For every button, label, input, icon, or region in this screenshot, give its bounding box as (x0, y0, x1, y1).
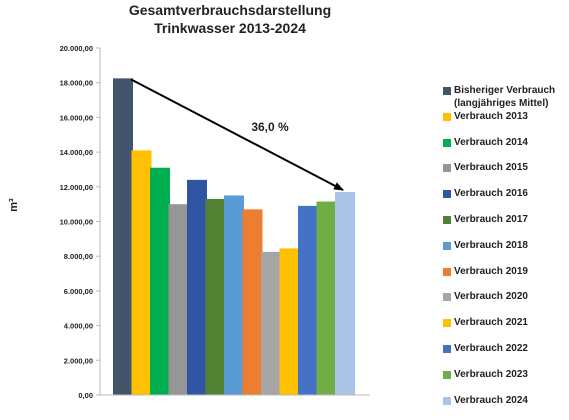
legend-label: Verbrauch 2017 (454, 213, 528, 225)
legend-swatch (443, 215, 451, 224)
bar-verbrauch-2017 (205, 198, 226, 395)
y-tick-label: 4.000,00 (64, 322, 93, 331)
bars-group (113, 78, 355, 396)
legend-item: Verbrauch 2021 (443, 317, 569, 343)
legend-label: Verbrauch 2021 (454, 317, 528, 329)
legend-item: Verbrauch 2024 (443, 395, 569, 420)
bar-verbrauch-2015 (168, 204, 189, 395)
legend-swatch (443, 267, 451, 276)
bar-verbrauch-2013 (131, 150, 152, 395)
legend-swatch (443, 293, 451, 302)
legend-swatch (443, 87, 451, 95)
legend-item: Verbrauch 2019 (443, 266, 569, 292)
legend-label: Verbrauch 2018 (454, 239, 528, 251)
legend-label: Bisheriger Verbrauch (langjähriges Mitte… (454, 85, 556, 109)
bar-verbrauch-2023 (316, 201, 337, 395)
legend-label: Verbrauch 2014 (454, 136, 528, 148)
y-tick-label: 14.000,00 (60, 148, 93, 157)
legend-label: Verbrauch 2020 (454, 291, 528, 303)
legend-item: Verbrauch 2016 (443, 188, 569, 214)
bar-verbrauch-2020 (261, 251, 281, 395)
legend-item: Verbrauch 2017 (443, 214, 569, 240)
y-tick-label: 2.000,00 (64, 356, 93, 365)
percent-annotation: 36,0 % (251, 120, 289, 134)
legend-label: Verbrauch 2019 (454, 265, 528, 277)
legend: Bisheriger Verbrauch (langjähriges Mitte… (443, 85, 569, 420)
legend-label: Verbrauch 2022 (454, 342, 528, 354)
y-tick-label: 16.000,00 (60, 113, 93, 122)
legend-swatch (443, 112, 451, 121)
legend-label: Verbrauch 2013 (454, 110, 528, 122)
legend-label: Verbrauch 2016 (454, 188, 528, 200)
bar-verbrauch-2024 (335, 192, 355, 395)
y-tick-label: 0,00 (78, 391, 93, 400)
legend-item: Verbrauch 2013 (443, 111, 569, 137)
chart-title-line-2: Trinkwasser 2013-2024 (154, 20, 306, 36)
y-tick-label: 18.000,00 (60, 79, 93, 88)
legend-swatch (443, 319, 451, 328)
y-tick-label: 8.000,00 (64, 252, 93, 261)
bar-verbrauch-2018 (224, 195, 244, 395)
y-tick-label: 10.000,00 (60, 218, 93, 227)
y-tick-label: 6.000,00 (64, 287, 93, 296)
y-axis-label: m³ (8, 198, 20, 212)
legend-swatch (443, 396, 451, 405)
legend-swatch (443, 190, 451, 199)
legend-item: Verbrauch 2022 (443, 343, 569, 369)
legend-item: Verbrauch 2018 (443, 240, 569, 266)
legend-swatch (443, 344, 451, 353)
legend-swatch (443, 370, 451, 379)
legend-item: Verbrauch 2020 (443, 291, 569, 317)
bar-verbrauch-2016 (187, 179, 207, 395)
legend-label: Verbrauch 2023 (454, 368, 528, 380)
bar-verbrauch-2021 (279, 248, 300, 395)
legend-item: Bisheriger Verbrauch (langjähriges Mitte… (443, 85, 569, 111)
bar-verbrauch-2019 (242, 209, 263, 395)
legend-swatch (443, 138, 451, 147)
y-axis-ticks: 0,00 2.000,00 4.000,00 6.000,00 8.000,00 10.0… (60, 44, 100, 400)
legend-label: Verbrauch 2015 (454, 162, 528, 174)
bar-verbrauch-2014 (150, 167, 170, 395)
chart-title-line-1: Gesamtverbrauchsdarstellung (128, 2, 332, 18)
legend-label: Verbrauch 2024 (454, 394, 528, 406)
legend-swatch (443, 241, 451, 250)
legend-item: Verbrauch 2015 (443, 162, 569, 188)
y-tick-label: 12.000,00 (60, 183, 93, 192)
bar-verbrauch-2022 (298, 205, 318, 395)
legend-item: Verbrauch 2014 (443, 137, 569, 163)
legend-swatch (443, 164, 451, 173)
y-tick-label: 20.000,00 (60, 44, 93, 53)
legend-item: Verbrauch 2023 (443, 369, 569, 395)
bar-bisheriger-verbrauch-langj-hriges-mittel (113, 78, 133, 396)
trend-arrow (130, 78, 344, 191)
